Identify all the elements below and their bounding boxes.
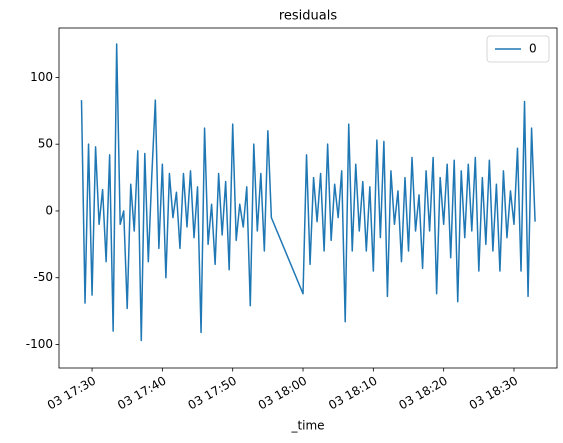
x-tick-label: 03 17:30 <box>45 374 98 413</box>
x-tick-label: 03 17:50 <box>185 374 238 413</box>
x-tick-label: 03 18:10 <box>326 374 379 413</box>
legend-label: 0 <box>529 42 537 56</box>
y-tick-label: 50 <box>38 137 53 151</box>
y-tick-label: 0 <box>45 203 53 217</box>
y-tick-label: -50 <box>33 270 53 284</box>
x-tick-label: 03 18:30 <box>467 374 520 413</box>
chart-title: residuals <box>279 9 338 24</box>
data-line <box>80 43 536 342</box>
y-tick-label: 100 <box>30 70 53 84</box>
y-tick-label: -100 <box>26 337 53 351</box>
plot-frame <box>58 27 558 369</box>
x-axis-label: _time <box>290 419 324 433</box>
x-tick-label: 03 17:40 <box>115 374 168 413</box>
x-tick-label: 03 18:00 <box>256 374 309 413</box>
x-tick-label: 03 18:20 <box>396 374 449 413</box>
